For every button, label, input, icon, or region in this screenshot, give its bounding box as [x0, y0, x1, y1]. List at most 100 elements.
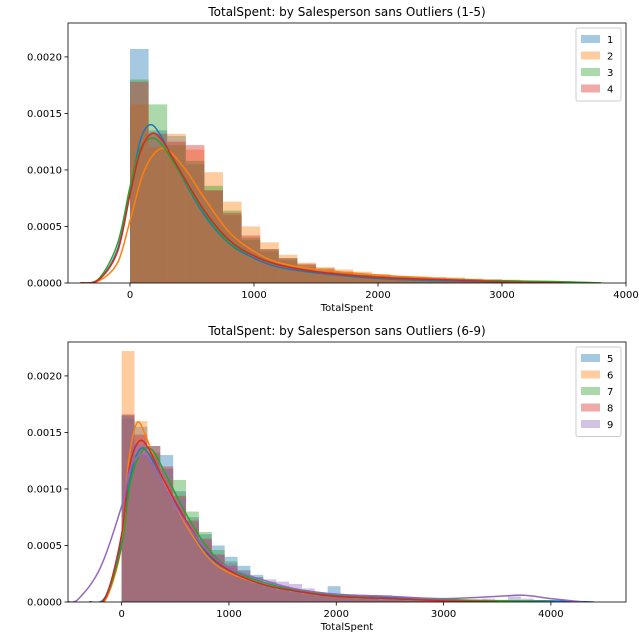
histogram-bar-series-6	[250, 583, 264, 602]
histogram-bar-series-7	[186, 511, 199, 602]
histogram-bar-series-6	[237, 577, 251, 602]
histogram-bar-series-9	[353, 597, 367, 602]
chart-title: TotalSpent: by Salesperson sans Outliers…	[207, 324, 485, 338]
histogram-bar-series-5	[147, 446, 161, 602]
histogram-bar-series-9	[147, 457, 161, 602]
histogram-bar-series-1	[371, 276, 391, 283]
x-axis-label: TotalSpent	[320, 622, 374, 633]
histogram-bar-series-2	[148, 147, 168, 283]
histogram-bar-series-8	[314, 595, 328, 602]
legend-swatch-series-6	[581, 370, 600, 379]
histogram-bar-series-4	[334, 271, 354, 283]
histogram-bar-series-7	[301, 592, 315, 602]
histogram-bar-series-7	[404, 599, 418, 602]
histogram-bar-series-3	[334, 271, 354, 283]
legend-swatch-series-3	[581, 68, 600, 76]
histogram-bar-series-6	[404, 599, 418, 602]
legend-box	[575, 27, 622, 102]
histogram-bar-series-1	[185, 164, 205, 283]
legend-label-series-5: 5	[607, 354, 613, 365]
histogram-bar-series-6	[211, 559, 225, 602]
histogram-bar-series-8	[276, 589, 290, 602]
histogram-bar-series-2	[185, 149, 205, 283]
histogram-bar-series-4	[167, 141, 186, 283]
histogram-bar-series-5	[301, 591, 315, 602]
histogram-bar-series-7	[379, 599, 393, 602]
histogram-bar-series-9	[173, 498, 187, 602]
histogram-bars	[130, 49, 577, 283]
histogram-bar-series-8	[417, 600, 431, 602]
histogram-bar-series-7	[366, 598, 380, 602]
histogram-bar-series-7	[173, 479, 187, 602]
histogram-bar-series-7	[327, 596, 341, 602]
x-tick-label: 0	[118, 609, 124, 620]
legend-swatch-series-4	[581, 84, 600, 93]
histogram-bar-series-4	[353, 273, 372, 283]
kde-lines	[68, 421, 594, 602]
histogram-bar-series-1	[223, 215, 242, 283]
histogram-bar-series-6	[147, 457, 161, 602]
chart-panel-bottom: TotalSpent: by Salesperson sans Outliers…	[27, 324, 627, 633]
histogram-bar-series-8	[404, 600, 418, 602]
histogram-bar-series-3	[204, 185, 223, 283]
histogram-bar-series-6	[173, 509, 187, 602]
histogram-bar-series-5	[353, 597, 367, 602]
histogram-bar-series-5	[314, 592, 328, 602]
histogram-bar-series-6	[134, 421, 148, 602]
legend-label-series-8: 8	[607, 404, 613, 415]
chart-panel-top: TotalSpent: by Salesperson sans Outliers…	[27, 5, 639, 314]
histogram-bar-series-9	[134, 443, 148, 602]
histogram-bar-series-4	[185, 145, 205, 283]
histogram-bar-series-3	[167, 145, 186, 283]
legend-swatch-series-2	[581, 51, 600, 60]
histogram-bar-series-5	[289, 589, 302, 602]
histogram-bar-series-9	[340, 596, 354, 602]
histogram-bar-series-7	[160, 468, 174, 602]
plot-frame	[67, 22, 627, 284]
histogram-bar-series-6	[340, 597, 354, 602]
histogram-bar-series-7	[121, 415, 135, 602]
histogram-bar-series-8	[134, 434, 148, 602]
histogram-bar-series-8	[289, 591, 302, 602]
y-tick-label: 0.0015	[27, 428, 62, 439]
x-tick-label: 0	[127, 290, 133, 301]
histogram-bar-series-1	[334, 272, 354, 283]
histogram-bar-series-9	[327, 595, 341, 602]
histogram-bar-series-5	[134, 426, 148, 602]
histogram-bar-series-8	[237, 574, 251, 602]
legend-swatch-series-8	[581, 403, 600, 412]
x-tick-label: 2000	[365, 290, 390, 301]
histogram-bar-series-6	[379, 598, 393, 602]
histogram-bar-series-6	[263, 588, 277, 602]
y-tick-label: 0.0010	[27, 484, 62, 495]
histogram-bar-series-6	[353, 597, 367, 602]
y-tick-label: 0.0020	[27, 52, 62, 63]
histogram-bar-series-8	[250, 581, 264, 602]
histogram-bar-series-5	[340, 595, 354, 602]
y-tick-label: 0.0005	[27, 222, 62, 233]
histogram-bar-series-8	[263, 586, 277, 602]
histogram-bar-series-7	[353, 598, 367, 602]
histogram-bar-series-3	[148, 104, 168, 283]
kde-lines	[80, 123, 602, 283]
x-tick-label: 4000	[538, 609, 563, 620]
histogram-bar-series-1	[316, 271, 335, 283]
y-tick-label: 0.0005	[27, 541, 62, 552]
x-tick-label: 2000	[324, 609, 349, 620]
y-tick-label: 0.0010	[27, 165, 62, 176]
y-tick-label: 0.0015	[27, 109, 62, 120]
histogram-bar-series-6	[327, 596, 341, 602]
histogram-bar-series-9	[121, 415, 135, 602]
histogram-bar-series-6	[366, 598, 380, 602]
legend-label-series-6: 6	[607, 371, 613, 382]
legend-swatch-series-9	[581, 420, 600, 428]
legend-label-series-9: 9	[607, 420, 613, 431]
histogram-bar-series-8	[366, 598, 380, 602]
histogram-bar-series-4	[204, 190, 223, 283]
histogram-bar-series-6	[430, 600, 444, 602]
histogram-bar-series-9	[160, 468, 174, 602]
histogram-bar-series-7	[134, 455, 148, 602]
kde-line-series-9	[68, 453, 584, 602]
histogram-bar-series-7	[417, 600, 431, 602]
